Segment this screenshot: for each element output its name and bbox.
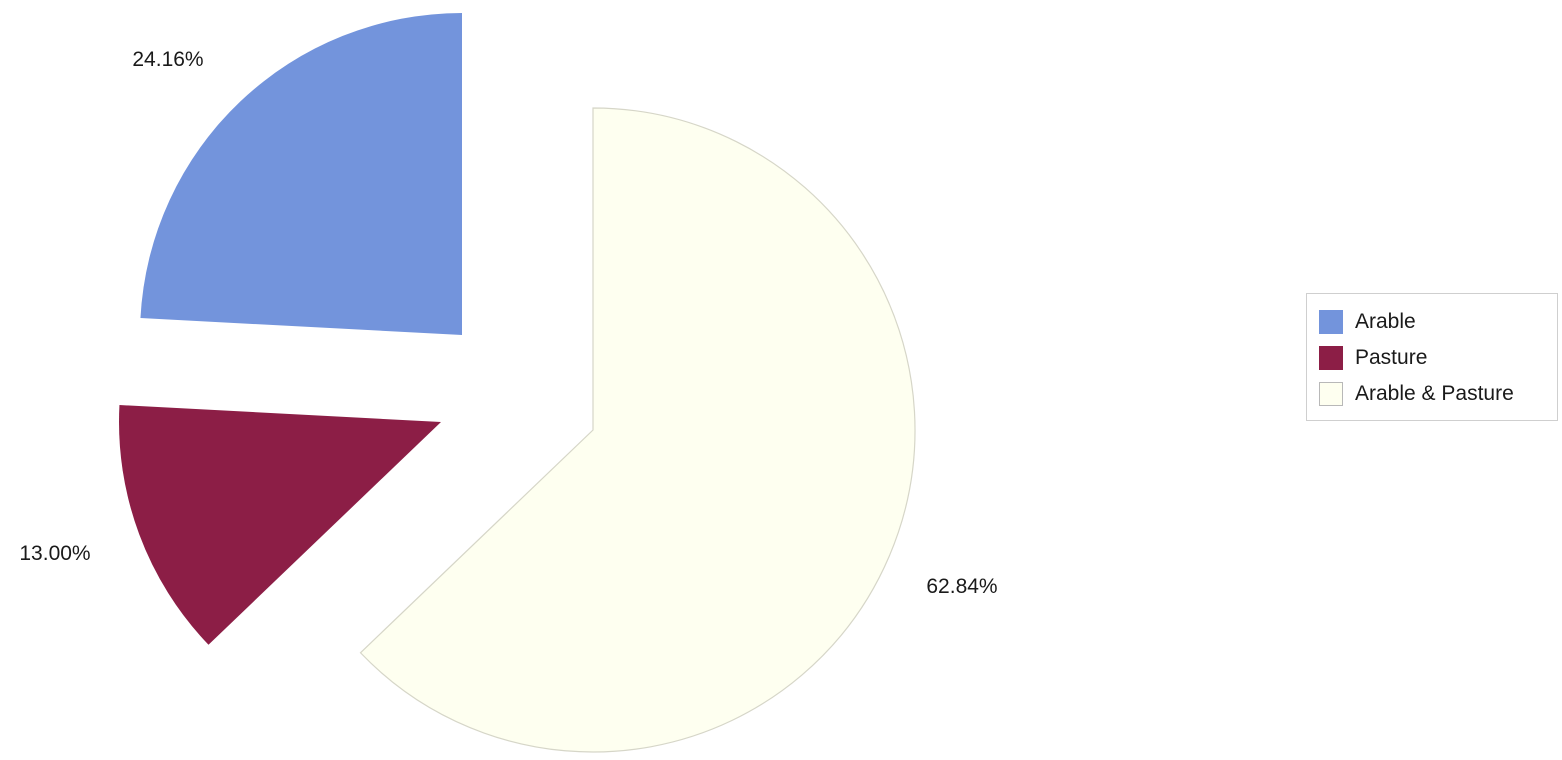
legend-swatch-pasture [1319, 346, 1343, 370]
pie-slices [119, 13, 916, 753]
legend-label-pasture: Pasture [1355, 346, 1428, 369]
chart-legend: Arable Pasture Arable & Pasture [1306, 293, 1558, 421]
pie-data-labels: 24.16% 13.00% 62.84% [19, 48, 997, 598]
data-label-arable: 24.16% [132, 48, 203, 71]
legend-swatch-arable [1319, 310, 1343, 334]
pie-slice-arable [140, 13, 462, 335]
legend-item-arable-and-pasture: Arable & Pasture [1319, 376, 1557, 412]
legend-label-arable-and-pasture: Arable & Pasture [1355, 382, 1514, 405]
data-label-arable-and-pasture: 62.84% [926, 575, 997, 598]
legend-item-arable: Arable [1319, 304, 1557, 340]
pie-slice-arable-and-pasture [359, 107, 916, 753]
legend-swatch-arable-and-pasture [1319, 382, 1343, 406]
data-label-pasture: 13.00% [19, 542, 90, 565]
legend-item-pasture: Pasture [1319, 340, 1557, 376]
pie-slice-pasture [119, 405, 441, 645]
legend-label-arable: Arable [1355, 310, 1416, 333]
